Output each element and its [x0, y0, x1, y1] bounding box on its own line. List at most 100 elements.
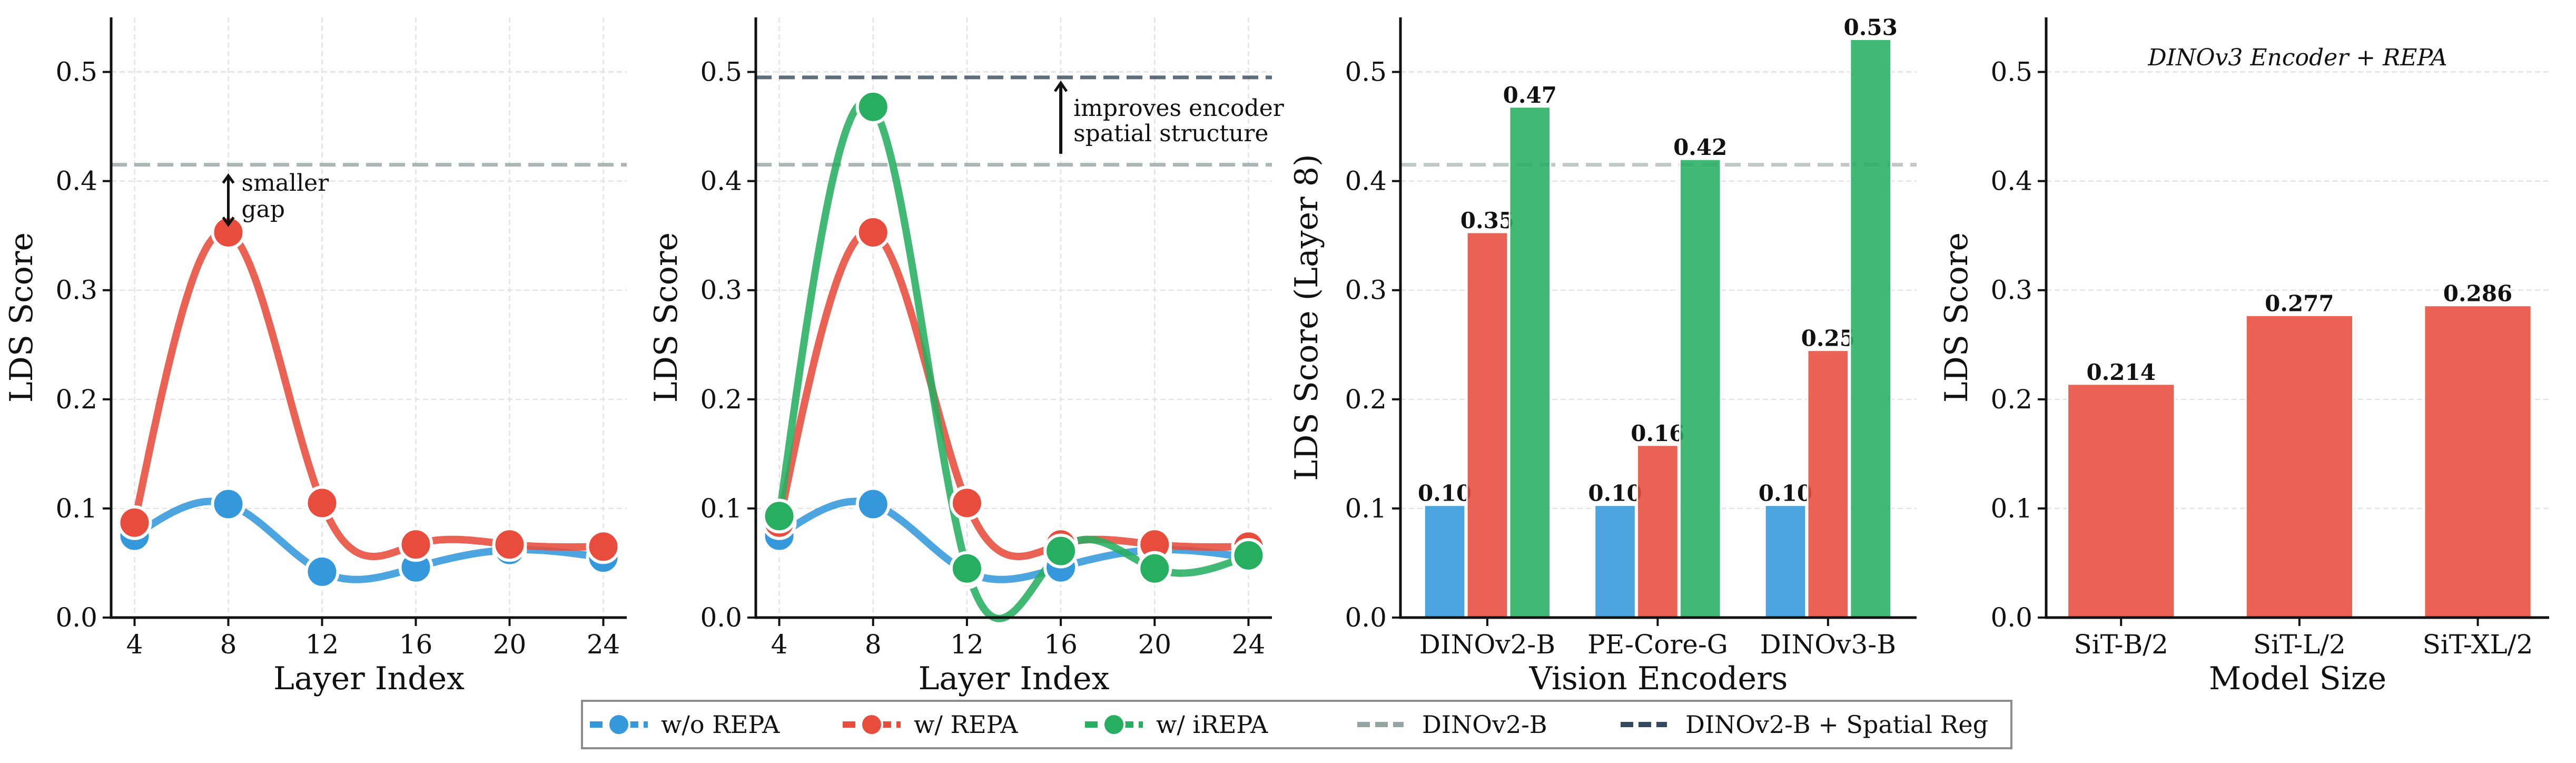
- y-tick-label: 0.4: [700, 166, 742, 197]
- y-tick-label: 0.0: [700, 602, 742, 633]
- x-tick-label: SiT-L/2: [2253, 629, 2346, 660]
- bar: [2067, 383, 2176, 619]
- y-tick-label: 0.2: [1990, 384, 2032, 415]
- bar-value-label: 0.10: [1759, 481, 1812, 506]
- data-point: [117, 505, 152, 540]
- y-tick-label: 0.4: [1990, 166, 2032, 197]
- x-axis-label: Layer Index: [919, 660, 1110, 697]
- y-tick-label: 0.1: [1345, 493, 1387, 524]
- x-tick-label: 20: [1138, 629, 1171, 660]
- bar: [1466, 231, 1509, 619]
- data-point: [304, 485, 340, 521]
- y-tick-label: 0.5: [700, 57, 742, 87]
- annotation-text: spatial structure: [1073, 120, 1268, 147]
- bar: [1807, 349, 1850, 619]
- y-tick-label: 0.2: [55, 384, 97, 415]
- data-point: [949, 485, 984, 521]
- arrowheads: [222, 173, 235, 227]
- bar: [1764, 504, 1807, 619]
- data-point: [1043, 533, 1079, 569]
- legend-label: w/o REPA: [661, 710, 780, 739]
- y-tick-label: 0.0: [55, 602, 97, 633]
- legend-label: DINOv2-B: [1422, 710, 1547, 739]
- subplot-2: 0.0 0.1 0.2 0.3 0.4 0.5 4 8 12 16 20 24 improves enc…: [648, 17, 1285, 697]
- bar-value-label: 0.25: [1801, 326, 1855, 351]
- data-point: [398, 527, 433, 562]
- subplot-4: 0.0 0.1 0.2 0.3 0.4 0.5 SiT-B/2 SiT-L/2 SiT-XL/2…: [1938, 17, 2549, 697]
- arrowhead: [1054, 80, 1068, 92]
- y-tick-label: 0.0: [1345, 602, 1387, 633]
- legend-item-w-repa: w/ REPA: [843, 710, 1018, 739]
- legend-label: w/ REPA: [914, 710, 1018, 739]
- legend-item-dinov2-b: DINOv2-B: [1357, 710, 1547, 739]
- data-point: [855, 486, 891, 522]
- y-axis-label: LDS Score: [1938, 232, 1975, 403]
- x-tick-label: 16: [1044, 629, 1078, 660]
- x-tick-label: 4: [126, 629, 143, 660]
- bar: [1849, 38, 1892, 619]
- data-point: [586, 529, 621, 564]
- bar: [1594, 504, 1636, 619]
- x-tick-label: DINOv3-B: [1760, 629, 1896, 660]
- annotation-text: gap: [242, 196, 285, 223]
- bar: [1679, 158, 1722, 619]
- y-axis-label: LDS Score: [3, 232, 40, 403]
- legend-label: w/ iREPA: [1156, 710, 1268, 739]
- y-tick-label: 0.5: [1990, 57, 2032, 87]
- bar-value-label: 0.47: [1503, 82, 1557, 108]
- y-axis-label: LDS Score (Layer 8): [1288, 154, 1325, 481]
- data-point: [762, 498, 797, 534]
- subplot-title: DINOv3 Encoder + REPA: [2147, 44, 2447, 71]
- x-tick-label: 12: [305, 629, 339, 660]
- x-tick-label: 8: [220, 629, 237, 660]
- subplot-3: 0.0 0.1 0.2 0.3 0.4 0.5 DINOv2-B PE-Core-G DINOv…: [1288, 14, 1917, 697]
- x-tick-label: SiT-XL/2: [2423, 629, 2533, 660]
- data-point: [855, 89, 891, 124]
- y-tick-label: 0.3: [1990, 275, 2032, 306]
- legend-label: DINOv2-B + Spatial Reg: [1685, 710, 1988, 739]
- x-axis-label: Vision Encoders: [1529, 660, 1788, 697]
- y-tick-label: 0.4: [1345, 166, 1387, 197]
- y-tick-label: 0.3: [55, 275, 97, 306]
- legend-item-w-o-repa: w/o REPA: [590, 710, 780, 739]
- data-point: [1231, 537, 1266, 573]
- y-tick-label: 0.0: [1990, 602, 2032, 633]
- y-tick-label: 0.1: [700, 493, 742, 524]
- x-tick-label: 24: [587, 629, 620, 660]
- bar: [2423, 305, 2532, 619]
- bar: [2245, 314, 2354, 619]
- series-line-w-irepa: [775, 97, 1252, 622]
- bar: [1636, 444, 1679, 619]
- x-tick-label: 4: [771, 629, 788, 660]
- legend: w/o REPA w/ REPA w/ iREPA DINOv2-B DINOv2-B …: [581, 700, 2012, 749]
- legend-marker: [1102, 713, 1126, 736]
- x-tick-label: PE-Core-G: [1587, 629, 1728, 660]
- data-point: [211, 486, 246, 522]
- bar-value-label: 0.16: [1631, 420, 1684, 446]
- bar-value-label: 0.286: [2443, 281, 2513, 307]
- data-point: [304, 554, 340, 590]
- bar: [1508, 106, 1552, 619]
- x-axis-label: Layer Index: [273, 660, 465, 697]
- annotation-text: improves encoder: [1073, 95, 1285, 122]
- x-axis-label: Model Size: [2209, 660, 2386, 697]
- series-line-w-o-repa: [131, 497, 607, 583]
- series-line-w-o-repa: [775, 497, 1252, 583]
- data-point: [855, 214, 891, 250]
- x-tick-label: 8: [865, 629, 882, 660]
- series-line-w-repa: [775, 228, 1252, 561]
- y-tick-label: 0.4: [55, 166, 97, 197]
- bar-value-label: 0.10: [1588, 481, 1642, 506]
- x-tick-label: 16: [399, 629, 433, 660]
- y-tick-label: 0.2: [1345, 384, 1387, 415]
- x-tick-label: DINOv2-B: [1419, 629, 1555, 660]
- x-tick-label: 24: [1232, 629, 1266, 660]
- bar-value-label: 0.277: [2265, 290, 2334, 316]
- legend-marker: [607, 713, 630, 736]
- bar-value-label: 0.35: [1460, 208, 1514, 233]
- bar: [1423, 504, 1466, 619]
- bar-value-label: 0.42: [1673, 134, 1727, 160]
- data-point: [1137, 551, 1172, 586]
